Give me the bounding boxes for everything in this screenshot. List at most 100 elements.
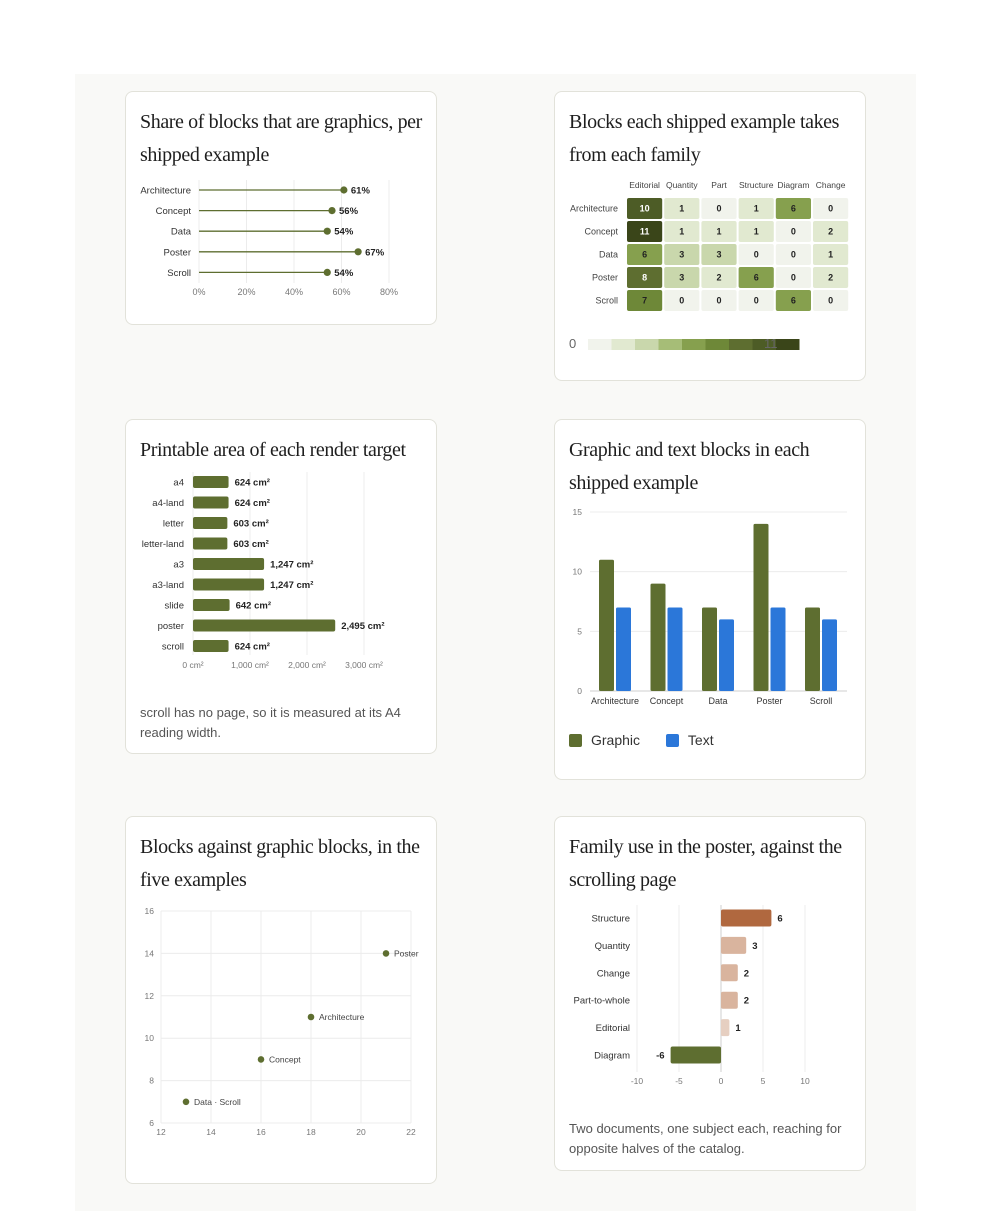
category-label: slide [164, 601, 184, 612]
heatmap-cell [701, 221, 737, 242]
x-tick-label: 0 cm² [182, 660, 203, 670]
cell-value: 6 [754, 273, 759, 283]
cell-value: 1 [754, 227, 759, 237]
cell-value: 1 [679, 227, 684, 237]
data-label: 2,495 cm² [341, 621, 384, 632]
scatter-chart: 12 14 16 18 20 22 6 8 10 12 14 16 Poster Architecture… [145, 906, 419, 1137]
cell-value: 2 [828, 227, 833, 237]
x-tick-label: 20 [356, 1127, 366, 1137]
data-label: -6 [656, 1051, 664, 1062]
chart-title: Blocks against graphic blocks, in the fi… [140, 836, 420, 891]
bar [670, 1046, 721, 1064]
cell-value: 1 [754, 204, 759, 214]
x-tick-label: -10 [631, 1076, 644, 1086]
bar [721, 964, 738, 982]
lollipop-dot [328, 207, 336, 215]
heatmap-cell [813, 267, 849, 288]
x-tick-label: 40% [285, 287, 303, 297]
bar-graphic [753, 523, 769, 691]
scatter-point [307, 1013, 315, 1021]
heatmap-cell [813, 198, 849, 219]
bar-graphic [599, 559, 614, 691]
cell-value: 1 [679, 204, 684, 214]
cell-value: 6 [642, 250, 647, 260]
heatmap-cell [701, 244, 737, 265]
category-label: Part-to-whole [574, 996, 631, 1007]
counts-chart: 0 5 10 15 Architecture Concept Data Poster Scrol… [573, 507, 847, 706]
lollipop-dot [323, 227, 331, 235]
cell-value: 0 [791, 250, 796, 260]
data-label: 61% [351, 186, 371, 197]
card-scatter: Blocks against graphic blocks, in the fi… [125, 816, 437, 1184]
data-label: 624 cm² [235, 642, 270, 653]
cell-value: 10 [640, 204, 650, 214]
category-label: letter [163, 519, 184, 530]
data-label: 2 [744, 996, 749, 1007]
legend-item-text: Text [665, 732, 714, 748]
bar [193, 476, 229, 488]
data-label: 642 cm² [236, 601, 271, 612]
category-label: Concept [650, 696, 684, 706]
chart-note: Two documents, one subject each, reachin… [569, 1121, 842, 1156]
y-tick-label: 6 [149, 1118, 154, 1128]
column-label: Quantity [666, 180, 698, 190]
scatter-point [382, 950, 390, 957]
cell-value: 8 [642, 273, 647, 283]
scatter-point [182, 1098, 190, 1106]
card-block-counts: Graphic and text blocks in each shipped … [554, 419, 866, 780]
x-tick-label: 5 [761, 1076, 766, 1086]
bar-text [770, 607, 786, 691]
row-label: Architecture [570, 204, 618, 214]
cell-value: 3 [716, 250, 721, 260]
category-label: Diagram [594, 1051, 630, 1062]
data-label: 3 [752, 941, 757, 952]
row-label: Data [599, 250, 618, 260]
x-tick-label: -5 [675, 1076, 683, 1086]
scale-swatch [658, 339, 682, 350]
chart-title: Printable area of each render target [140, 439, 406, 461]
category-label: a4-land [152, 498, 184, 509]
heatmap-cell [775, 267, 811, 288]
category-label: Architecture [140, 186, 191, 197]
heatmap-cell [738, 198, 774, 219]
heatmap-cell [738, 221, 774, 242]
share-chart: 0% 20% 40% 60% 80% Architecture 61% Concept 56% D… [140, 180, 398, 297]
heatmap-cell [627, 290, 663, 311]
heatmap-cell [664, 290, 700, 311]
category-label: Change [597, 968, 630, 979]
bar [193, 619, 336, 632]
bar-text [822, 619, 837, 691]
bar [193, 640, 229, 652]
heatmap-cell [664, 244, 700, 265]
heatmap-cell [664, 267, 700, 288]
bar [721, 936, 747, 954]
cell-value: 2 [716, 273, 721, 283]
cell-value: 0 [679, 296, 684, 306]
category-label: Poster [756, 696, 782, 706]
row-label: Concept [584, 227, 618, 237]
y-tick-label: 8 [149, 1076, 154, 1086]
y-tick-label: 14 [145, 948, 155, 958]
scale-max-label: 11 [764, 336, 778, 351]
x-tick-label: 22 [406, 1127, 416, 1137]
bar-text [667, 607, 683, 691]
category-label: letter-land [142, 539, 184, 550]
heatmap-cell [813, 244, 849, 265]
category-label: Data [171, 227, 192, 238]
bar [193, 517, 228, 529]
scale-swatch [611, 339, 635, 350]
bar [193, 599, 230, 611]
data-label: 54% [334, 227, 354, 238]
lollipop-dot [323, 268, 331, 276]
heatmap-cell [738, 290, 774, 311]
scale-swatch [682, 339, 706, 350]
heatmap-cell [775, 198, 811, 219]
legend-item-graphic: Graphic [569, 732, 640, 748]
category-label: scroll [162, 642, 184, 653]
cell-value: 1 [716, 227, 721, 237]
card-family-heatmap: Blocks each shipped example takes from e… [554, 91, 866, 381]
bar [721, 991, 738, 1009]
bar [193, 558, 265, 570]
bar-text [719, 619, 734, 691]
y-tick-label: 12 [145, 991, 155, 1001]
